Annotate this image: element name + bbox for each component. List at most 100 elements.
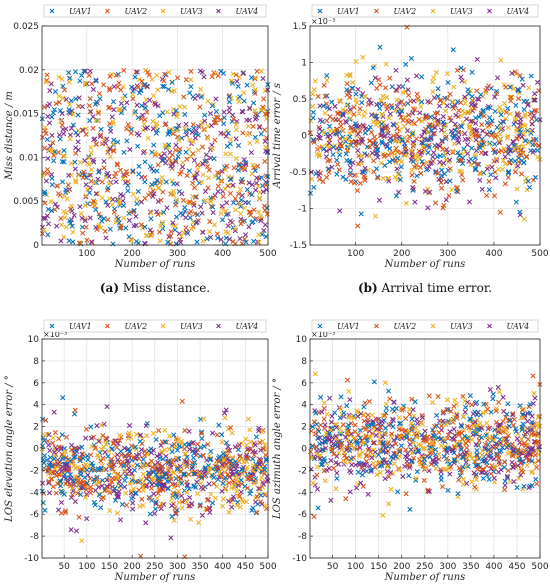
point-uav4: [155, 460, 161, 465]
point-uav3: [107, 508, 113, 514]
point-uav4: [194, 479, 200, 485]
point-uav4: [337, 208, 343, 214]
point-uav1: [210, 204, 216, 210]
y-tick-label: 0: [33, 445, 39, 455]
point-uav4: [510, 412, 516, 418]
point-uav1: [249, 192, 255, 198]
point-uav2: [173, 147, 178, 153]
point-uav2: [138, 116, 144, 122]
point-uav1: [169, 514, 175, 519]
point-uav1: [373, 113, 379, 119]
point-uav1: [233, 459, 239, 465]
point-uav1: [440, 119, 446, 125]
point-uav2: [145, 69, 151, 75]
point-uav3: [483, 409, 489, 415]
point-uav3: [407, 407, 413, 412]
point-uav1: [220, 217, 225, 223]
point-uav2: [398, 150, 404, 156]
point-uav1: [246, 200, 251, 206]
point-uav4: [219, 168, 225, 174]
point-uav4: [164, 205, 170, 211]
y-tick-label: 4: [33, 401, 39, 411]
point-uav4: [74, 528, 79, 534]
point-uav1: [406, 473, 412, 479]
point-uav2: [146, 72, 152, 78]
point-uav4: [374, 151, 379, 157]
point-uav1: [518, 130, 523, 136]
point-uav1: [435, 435, 441, 441]
point-uav2: [330, 116, 336, 122]
point-uav2: [416, 117, 422, 122]
point-uav3: [467, 123, 473, 129]
point-uav4: [479, 425, 485, 431]
x-tick-label: 300: [169, 562, 186, 572]
point-uav3: [425, 130, 431, 136]
point-uav3: [486, 141, 492, 147]
point-uav4: [147, 97, 153, 103]
legend-marker-uav4: [216, 8, 221, 14]
point-uav4: [455, 137, 461, 143]
point-uav3: [234, 502, 240, 508]
point-uav2: [485, 406, 490, 412]
point-uav3: [237, 187, 243, 192]
point-uav2: [107, 104, 113, 110]
point-uav2: [435, 394, 441, 399]
point-uav4: [171, 111, 177, 117]
point-uav1: [387, 159, 392, 165]
point-uav2: [146, 192, 152, 198]
point-uav1: [71, 454, 77, 460]
point-uav4: [154, 453, 160, 459]
point-uav3: [178, 233, 184, 239]
caption-text: Miss distance.: [119, 281, 210, 295]
point-uav4: [69, 125, 75, 131]
point-uav1: [473, 431, 479, 437]
point-uav1: [329, 99, 335, 105]
point-uav1: [439, 167, 445, 173]
point-uav2: [213, 114, 219, 120]
point-uav4: [504, 436, 509, 442]
point-uav4: [130, 500, 136, 506]
point-uav4: [225, 444, 231, 450]
point-uav1: [129, 457, 135, 463]
point-uav4: [473, 148, 479, 154]
point-uav3: [130, 463, 136, 469]
point-uav3: [71, 463, 77, 469]
point-uav3: [396, 467, 402, 473]
point-uav1: [132, 490, 138, 496]
point-uav1: [202, 112, 208, 118]
point-uav1: [215, 235, 221, 241]
point-uav1: [73, 69, 79, 75]
point-uav1: [330, 152, 336, 158]
point-uav4: [111, 488, 117, 494]
point-uav3: [477, 420, 483, 426]
x-tick-label: 400: [214, 562, 231, 572]
point-uav2: [147, 495, 153, 501]
y-tick-label: 10: [28, 335, 40, 345]
point-uav3: [442, 151, 448, 157]
point-uav1: [506, 423, 512, 429]
point-uav2: [503, 440, 509, 446]
point-uav1: [399, 108, 405, 114]
point-uav3: [173, 455, 179, 461]
point-uav2: [493, 408, 499, 414]
point-uav1: [103, 199, 109, 205]
point-uav4: [230, 182, 236, 188]
legend-marker-uav4: [487, 8, 492, 14]
point-uav1: [506, 170, 511, 176]
point-uav2: [324, 101, 329, 107]
point-uav3: [43, 79, 49, 85]
point-uav2: [107, 85, 112, 91]
point-uav2: [263, 111, 268, 117]
point-uav3: [336, 98, 342, 103]
point-uav4: [184, 132, 190, 138]
point-uav3: [233, 127, 239, 133]
point-uav3: [347, 73, 353, 79]
point-uav4: [108, 128, 114, 134]
point-uav4: [525, 418, 531, 424]
point-uav2: [258, 499, 264, 505]
point-uav1: [484, 472, 490, 478]
point-uav4: [451, 426, 457, 432]
point-uav2: [409, 396, 415, 402]
point-uav1: [167, 128, 172, 134]
point-uav4: [316, 134, 322, 140]
